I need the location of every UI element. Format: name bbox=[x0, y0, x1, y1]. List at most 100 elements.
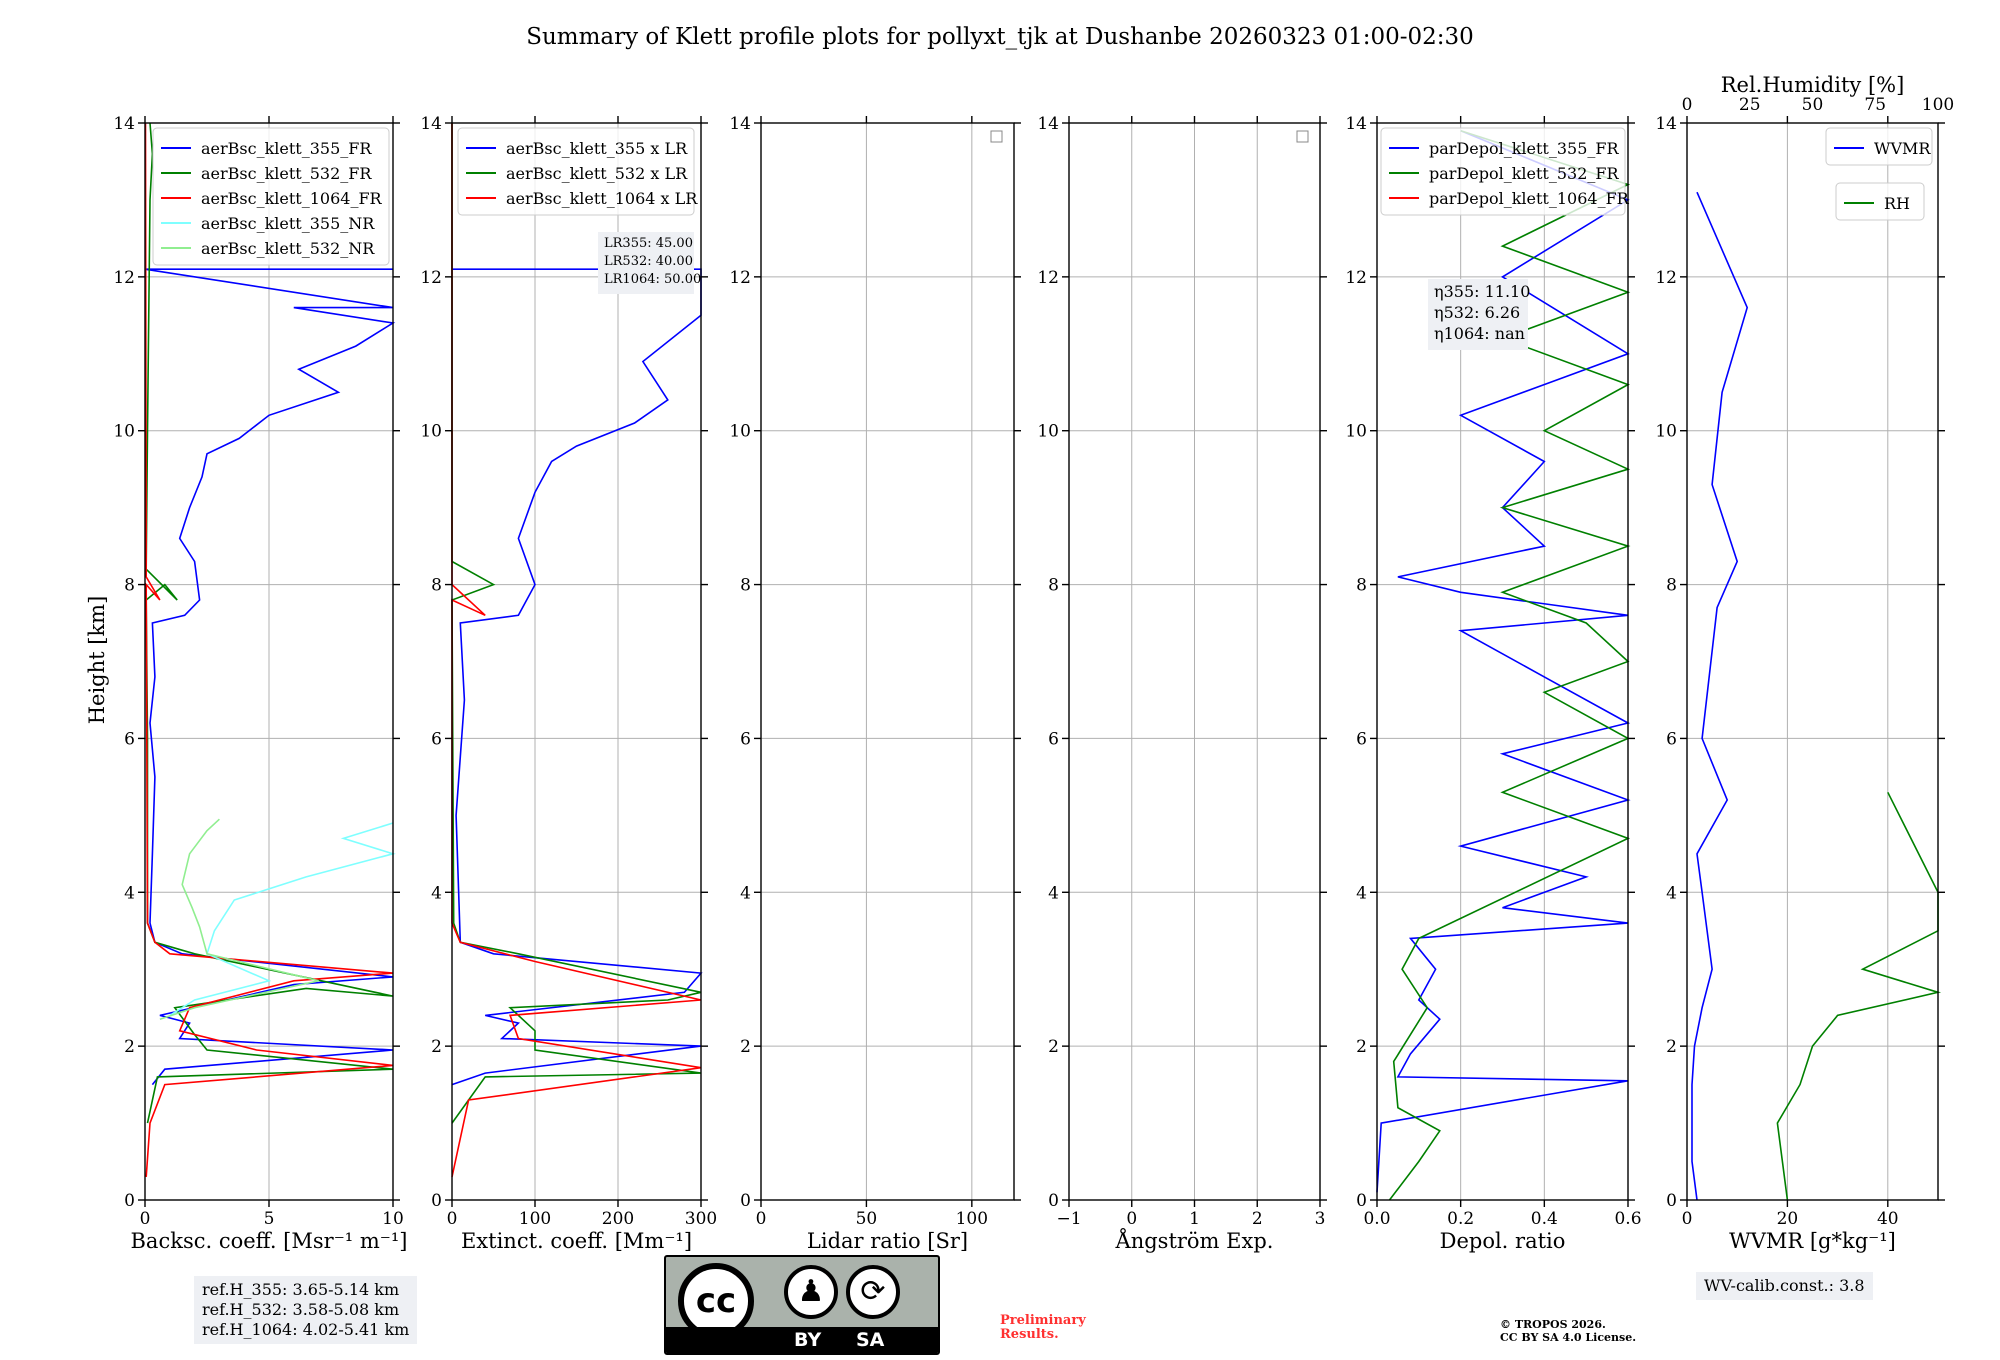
legend-backscatter-frame bbox=[152, 127, 390, 266]
x-tick-label-lr: 0 bbox=[756, 1209, 767, 1229]
y-tick-label-wv: 6 bbox=[1666, 729, 1677, 749]
y-tick-label-bsc: 0 bbox=[124, 1191, 135, 1211]
y-tick-label-ext: 6 bbox=[431, 729, 442, 749]
legend-backscatter-label: aerBsc_klett_532_NR bbox=[201, 239, 375, 258]
wv-calib-box: WV-calib.const.: 3.8 bbox=[1696, 1272, 1873, 1300]
lidar-ratio-box-line: LR355: 45.00 bbox=[604, 236, 693, 251]
legend-depol-label: parDepol_klett_355_FR bbox=[1429, 139, 1620, 158]
legend-wvmr: WVMR bbox=[1825, 127, 1933, 166]
y-tick-label-ext: 8 bbox=[431, 576, 442, 596]
ref-height-box: ref.H_355: 3.65-5.14 km ref.H_532: 3.58-… bbox=[194, 1276, 418, 1344]
legend-rh: RH bbox=[1835, 182, 1925, 221]
x-tick-label-depol: 0.0 bbox=[1363, 1209, 1390, 1229]
series-aerbsc-klett-355-x-lr bbox=[451, 268, 703, 1086]
eta-box-line: η532: 6.26 bbox=[1434, 303, 1520, 322]
axes-frame-wv bbox=[1686, 122, 1939, 1201]
y-tick-label-wv: 10 bbox=[1655, 422, 1677, 442]
y-tick-label-ang: 2 bbox=[1048, 1037, 1059, 1057]
y-tick-label-ext: 14 bbox=[420, 114, 442, 134]
y-tick-label-bsc: 4 bbox=[124, 883, 135, 903]
legend-backscatter-label: aerBsc_klett_355_FR bbox=[201, 139, 372, 158]
x-tick-label-ang: −1 bbox=[1056, 1209, 1081, 1229]
preliminary-line-2: Results. bbox=[1000, 1327, 1059, 1342]
cc-by-sa-logo: cc ♟ ⟳ BY SA bbox=[664, 1255, 940, 1355]
wv-calib-const: WV-calib.const.: 3.8 bbox=[1704, 1276, 1865, 1295]
y-tick-label-depol: 8 bbox=[1356, 576, 1367, 596]
y-tick-label-lr: 0 bbox=[740, 1191, 751, 1211]
rh-tick-label: 75 bbox=[1864, 95, 1886, 115]
legend-rh-frame bbox=[1835, 182, 1925, 221]
person-icon: ♟ bbox=[784, 1265, 838, 1319]
y-tick-label-bsc: 14 bbox=[113, 114, 135, 134]
x-tick-label-wv: 40 bbox=[1877, 1209, 1899, 1229]
y-tick-label-bsc: 10 bbox=[113, 422, 135, 442]
legend-backscatter-label: aerBsc_klett_1064_FR bbox=[201, 189, 383, 208]
ref-h-1064: ref.H_1064: 4.02-5.41 km bbox=[202, 1320, 410, 1339]
copyright-line-1: © TROPOS 2026. bbox=[1500, 1318, 1606, 1331]
x-tick-label-ext: 200 bbox=[602, 1209, 634, 1229]
y-tick-label-lr: 10 bbox=[729, 422, 751, 442]
ref-h-532: ref.H_532: 3.58-5.08 km bbox=[202, 1300, 400, 1319]
y-tick-label-wv: 12 bbox=[1655, 268, 1677, 288]
y-tick-label-lr: 4 bbox=[740, 883, 751, 903]
y-tick-label-ang: 6 bbox=[1048, 729, 1059, 749]
y-tick-label-ang: 8 bbox=[1048, 576, 1059, 596]
y-tick-label-depol: 0 bbox=[1356, 1191, 1367, 1211]
rh-tick-label: 50 bbox=[1802, 95, 1824, 115]
x-tick-label-bsc: 0 bbox=[140, 1209, 151, 1229]
y-tick-label-depol: 6 bbox=[1356, 729, 1367, 749]
x-tick-label-ang: 2 bbox=[1252, 1209, 1263, 1229]
legend-backscatter-label: aerBsc_klett_532_FR bbox=[201, 164, 372, 183]
rh-tick-label: 25 bbox=[1739, 95, 1761, 115]
series-pardepol-klett-355-fr bbox=[1376, 129, 1631, 1193]
legend-backscatter: aerBsc_klett_355_FR aerBsc_klett_532_FRae… bbox=[152, 127, 390, 266]
x-axis-label-lr: Lidar ratio [Sr] bbox=[807, 1229, 968, 1253]
y-tick-label-ext: 12 bbox=[420, 268, 442, 288]
legend-extinction-label: aerBsc_klett_1064 x LR bbox=[506, 189, 698, 208]
y-tick-label-ang: 4 bbox=[1048, 883, 1059, 903]
y-tick-label-lr: 2 bbox=[740, 1037, 751, 1057]
x-tick-label-lr: 50 bbox=[856, 1209, 878, 1229]
legend-wvmr-label: WVMR bbox=[1874, 139, 1931, 158]
rh-tick-label: 100 bbox=[1922, 95, 1954, 115]
axes-frame-lr bbox=[760, 122, 1015, 1201]
y-tick-label-ext: 10 bbox=[420, 422, 442, 442]
lidar-ratio-box-line: LR532: 40.00 bbox=[604, 254, 693, 269]
copyright-note: © TROPOS 2026. CC BY SA 4.0 License. bbox=[1500, 1318, 1636, 1344]
y-tick-label-wv: 2 bbox=[1666, 1037, 1677, 1057]
ref-h-355: ref.H_355: 3.65-5.14 km bbox=[202, 1280, 400, 1299]
y-tick-label-wv: 8 bbox=[1666, 576, 1677, 596]
x-tick-label-depol: 0.4 bbox=[1531, 1209, 1558, 1229]
eta-box-bg bbox=[1428, 279, 1528, 350]
x-tick-label-ext: 100 bbox=[519, 1209, 551, 1229]
cc-sa-label: SA bbox=[856, 1329, 885, 1351]
figure-title: Summary of Klett profile plots for polly… bbox=[526, 24, 1474, 50]
cc-label-bar bbox=[666, 1327, 938, 1353]
y-tick-label-ext: 4 bbox=[431, 883, 442, 903]
y-tick-label-bsc: 6 bbox=[124, 729, 135, 749]
eta-box-line: η355: 11.10 bbox=[1434, 282, 1530, 301]
y-tick-label-depol: 4 bbox=[1356, 883, 1367, 903]
series-rh bbox=[1776, 791, 1942, 1201]
preliminary-line-1: Preliminary bbox=[1000, 1313, 1086, 1328]
x-axis-label-depol: Depol. ratio bbox=[1440, 1229, 1566, 1253]
empty-legend-lr bbox=[990, 130, 1003, 143]
series-aerbsc-klett-1064-fr bbox=[144, 122, 394, 1177]
eta-box-line: η1064: nan bbox=[1434, 324, 1525, 343]
x-tick-label-lr: 100 bbox=[956, 1209, 988, 1229]
series-wvmr bbox=[1691, 191, 1749, 1201]
y-tick-label-wv: 0 bbox=[1666, 1191, 1677, 1211]
panel-depol: 0 2 4 6 8 10 12 14 0.0 0.2 0.4 0.6 Depol. ratio bbox=[1345, 114, 1641, 1253]
legend-depol: parDepol_klett_355_FR parDepol_klett_532_… bbox=[1380, 127, 1630, 216]
rh-axis-label: Rel.Humidity [%] bbox=[1721, 73, 1905, 97]
x-axis-label-ang: Ångström Exp. bbox=[1115, 1228, 1274, 1253]
lidar-ratio-box-line: LR1064: 50.00 bbox=[604, 272, 701, 287]
lidar-ratio-box-bg bbox=[598, 232, 694, 294]
series-aerbsc-klett-532-nr bbox=[159, 818, 319, 1020]
y-axis-label: Height [km] bbox=[85, 596, 109, 725]
series-aerbsc-klett-355-nr bbox=[169, 822, 396, 1017]
